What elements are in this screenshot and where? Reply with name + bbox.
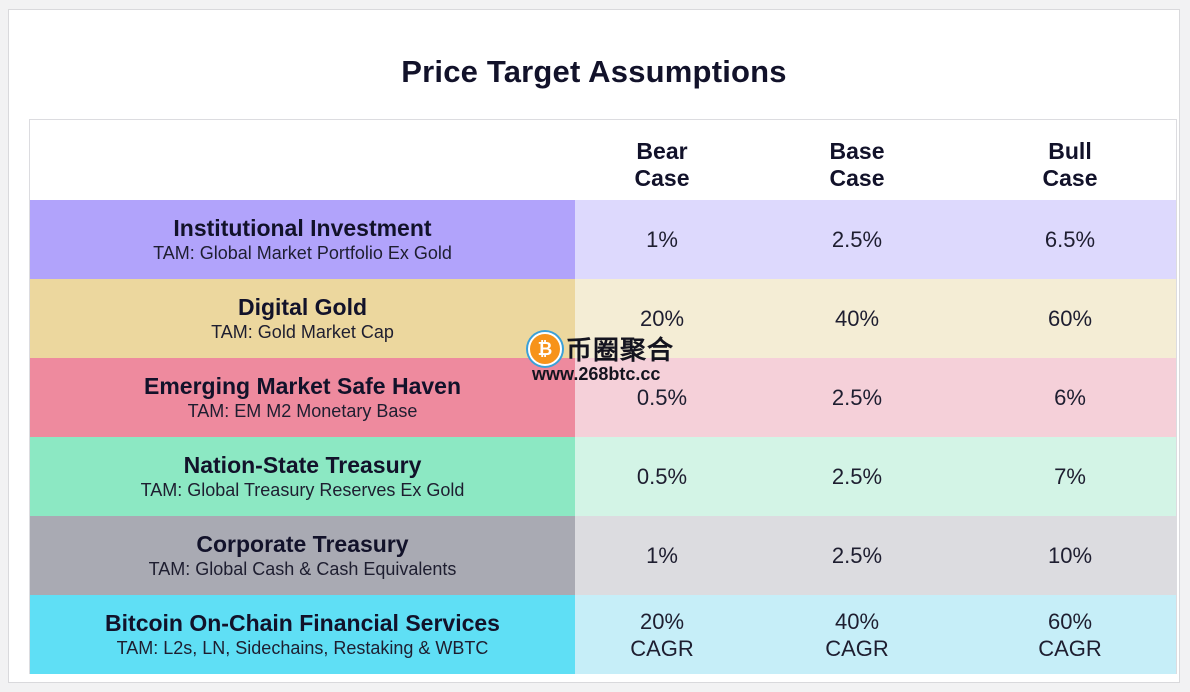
- watermark: ₿ 币圈聚合 www.268btc.cc: [528, 328, 698, 384]
- row-name: Digital Gold: [237, 294, 368, 320]
- row-name: Bitcoin On-Chain Financial Services: [105, 610, 500, 636]
- row-tam: TAM: EM M2 Monetary Base: [187, 401, 418, 421]
- row-values: 20% CAGR 40% CAGR 60% CAGR: [575, 595, 1176, 674]
- row-label-cell: Institutional Investment TAM: Global Mark…: [30, 200, 575, 279]
- row-tam: TAM: Global Market Portfolio Ex Gold: [153, 243, 452, 263]
- value-text: 40%: [834, 608, 880, 634]
- header-bear-case: Bear Case: [634, 138, 690, 191]
- row-name: Emerging Market Safe Haven: [143, 373, 461, 399]
- value-cell-bear: 1%: [562, 516, 762, 595]
- table-row: Corporate Treasury TAM: Global Cash & Cas…: [30, 516, 1176, 595]
- value-cell-bull: 60%: [970, 279, 1170, 358]
- value-text: 1%: [646, 543, 678, 568]
- value-cell-bull: 6.5%: [970, 200, 1170, 279]
- header-base-case: Base Case: [829, 138, 885, 191]
- value-text: 2.5%: [831, 227, 883, 252]
- value-cell-base: 40%: [757, 279, 957, 358]
- row-tam: TAM: L2s, LN, Sidechains, Restaking & WB…: [116, 638, 489, 658]
- chart-title: Price Target Assumptions: [401, 54, 787, 89]
- value-text: 2.5%: [831, 543, 883, 568]
- value-suffix: CAGR: [825, 635, 889, 661]
- row-label-cell: Digital Gold TAM: Gold Market Cap: [30, 279, 575, 358]
- value-cell-bear: 20%: [562, 279, 762, 358]
- value-cell-bear: 0.5%: [562, 358, 762, 437]
- value-cell-base: 2.5%: [757, 358, 957, 437]
- value-cell-base: 2.5%: [757, 437, 957, 516]
- watermark-url: www.268btc.cc: [532, 364, 661, 384]
- row-values: 1% 2.5% 6.5%: [575, 200, 1176, 279]
- value-text: 20%: [639, 306, 685, 331]
- value-text: 10%: [1047, 543, 1093, 568]
- row-name: Institutional Investment: [173, 215, 432, 241]
- row-tam: TAM: Gold Market Cap: [211, 322, 394, 342]
- row-name: Corporate Treasury: [196, 531, 409, 557]
- value-cell-bull: 10%: [970, 516, 1170, 595]
- row-label-cell: Emerging Market Safe Haven TAM: EM M2 Mon…: [30, 358, 575, 437]
- value-text: 6.5%: [1044, 227, 1096, 252]
- row-values: 0.5% 2.5% 6%: [575, 358, 1176, 437]
- table-header: Bear Case Base Case Bull Case: [30, 120, 1176, 200]
- header-bull-case: Bull Case: [1042, 138, 1098, 191]
- assumptions-table: Bear Case Base Case Bull Case Institutio…: [29, 119, 1177, 674]
- value-text: 20%: [639, 608, 685, 634]
- row-tam: TAM: Global Treasury Reserves Ex Gold: [140, 480, 465, 500]
- watermark-text: 币圈聚合: [566, 336, 675, 366]
- value-cell-base: 40% CAGR: [757, 595, 957, 674]
- value-cell-bear: 20% CAGR: [562, 595, 762, 674]
- value-text: 60%: [1047, 306, 1093, 331]
- value-text: 40%: [834, 306, 880, 331]
- value-text: 7%: [1054, 464, 1086, 489]
- value-suffix: CAGR: [630, 635, 694, 661]
- table-row: Nation-State Treasury TAM: Global Treasur…: [30, 437, 1176, 516]
- row-label-cell: Corporate Treasury TAM: Global Cash & Cas…: [30, 516, 575, 595]
- bitcoin-logo-icon: ₿: [528, 332, 562, 366]
- value-cell-bear: 0.5%: [562, 437, 762, 516]
- value-suffix: CAGR: [1038, 635, 1102, 661]
- value-cell-bull: 7%: [970, 437, 1170, 516]
- row-tam: TAM: Global Cash & Cash Equivalents: [148, 559, 457, 579]
- row-values: 1% 2.5% 10%: [575, 516, 1176, 595]
- table-row: Digital Gold TAM: Gold Market Cap 20% 40% 60…: [30, 279, 1176, 358]
- value-text: 2.5%: [831, 464, 883, 489]
- value-text: 1%: [646, 227, 678, 252]
- value-cell-bull: 6%: [970, 358, 1170, 437]
- row-values: 0.5% 2.5% 7%: [575, 437, 1176, 516]
- value-text: 0.5%: [636, 464, 688, 489]
- value-cell-base: 2.5%: [757, 200, 957, 279]
- row-name: Nation-State Treasury: [183, 452, 422, 478]
- table-row: Bitcoin On-Chain Financial Services TAM: …: [30, 595, 1176, 674]
- chart-card: Price Target Assumptions Bear Case Base …: [8, 9, 1180, 683]
- value-text: 6%: [1054, 385, 1086, 410]
- row-label-cell: Nation-State Treasury TAM: Global Treasur…: [30, 437, 575, 516]
- row-values: 20% 40% 60%: [575, 279, 1176, 358]
- value-cell-base: 2.5%: [757, 516, 957, 595]
- value-cell-bear: 1%: [562, 200, 762, 279]
- table-row: Institutional Investment TAM: Global Mark…: [30, 200, 1176, 279]
- table-row: Emerging Market Safe Haven TAM: EM M2 Mon…: [30, 358, 1176, 437]
- row-label-cell: Bitcoin On-Chain Financial Services TAM: …: [30, 595, 575, 674]
- value-text: 0.5%: [636, 385, 688, 410]
- value-cell-bull: 60% CAGR: [970, 595, 1170, 674]
- value-text: 2.5%: [831, 385, 883, 410]
- value-text: 60%: [1047, 608, 1093, 634]
